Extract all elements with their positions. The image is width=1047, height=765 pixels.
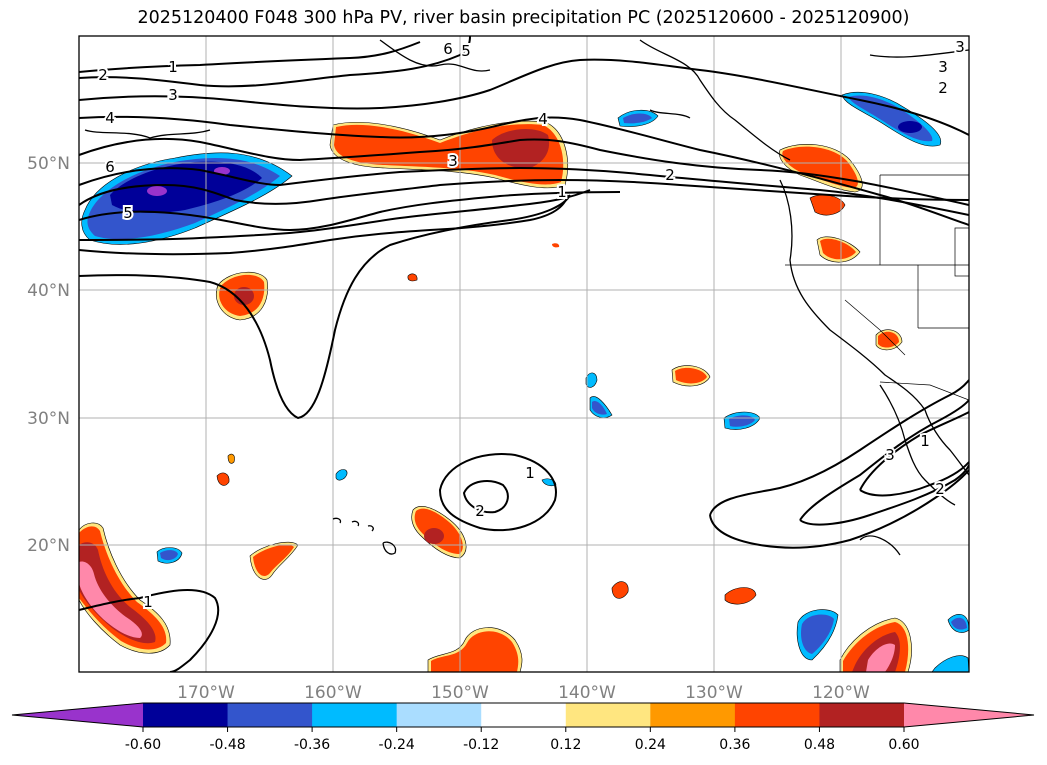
contour-label: 1 — [143, 593, 153, 611]
contour-label: 1 — [168, 58, 178, 76]
positive-anomaly-region — [79, 144, 912, 672]
contour-label: 4 — [538, 110, 548, 128]
colorbar-tick-label: -0.12 — [463, 737, 499, 753]
colorbar-tick-label: 0.48 — [804, 737, 835, 753]
contour-label: 1 — [920, 432, 930, 450]
lon-tick-label: 150°W — [431, 683, 489, 703]
contour-label: 1 — [525, 464, 535, 482]
lon-tick-label: 120°W — [812, 683, 870, 703]
precip-fill-layer — [79, 92, 969, 672]
contour-label: 3 — [955, 38, 965, 56]
lat-tick-label: 40°N — [27, 281, 70, 301]
contour-label: 5 — [123, 204, 133, 222]
colorbar-segment — [565, 703, 651, 727]
contour-label: 1 — [557, 183, 567, 201]
colorbar-tick-label: 0.36 — [719, 737, 750, 753]
contour-label: 6 — [443, 40, 453, 58]
colorbar: -0.60 -0.48 -0.36 -0.24 -0.12 0.12 0.24 0.36 0.4… — [11, 702, 1035, 753]
contour-label: 2 — [98, 66, 108, 84]
colorbar-tick-label: -0.36 — [294, 737, 330, 753]
contour-label: 2 — [475, 502, 485, 520]
colorbar-tick-label: 0.12 — [550, 737, 581, 753]
lat-axis: 50°N 40°N 30°N 20°N — [27, 154, 70, 556]
plot-title: 2025120400 F048 300 hPa PV, river basin … — [137, 8, 910, 28]
contour-label: 2 — [938, 79, 948, 97]
lat-tick-label: 20°N — [27, 536, 70, 556]
pv-contours — [79, 36, 969, 672]
colorbar-tick-label: -0.24 — [379, 737, 415, 753]
contour-label: 2 — [935, 480, 945, 498]
colorbar-tick-label: -0.60 — [125, 737, 161, 753]
contour-label: 6 — [105, 158, 115, 176]
lon-tick-label: 130°W — [685, 683, 743, 703]
contour-labels: 2 1 3 4 6 5 6 5 4 3 2 1 3 2 1 2 1 3 1 2 … — [96, 36, 967, 613]
colorbar-extend-max — [904, 703, 1034, 727]
positive-anomaly-region — [216, 272, 268, 321]
lon-tick-label: 170°W — [177, 683, 235, 703]
colorbar-extend-min — [12, 703, 143, 727]
negative-anomaly-region — [841, 92, 942, 147]
map-frame — [78, 35, 970, 673]
coastlines — [84, 39, 969, 556]
colorbar-segment — [143, 703, 229, 727]
colorbar-tick-label: -0.48 — [209, 737, 245, 753]
contour-label: 3 — [168, 86, 178, 104]
lat-tick-label: 50°N — [27, 154, 70, 174]
lat-tick-label: 30°N — [27, 409, 70, 429]
colorbar-segment — [312, 703, 398, 727]
contour-label: 5 — [461, 42, 471, 60]
colorbar-segment — [819, 703, 905, 727]
colorbar-segment — [227, 703, 313, 727]
colorbar-segment — [650, 703, 736, 727]
lon-axis: 170°W 160°W 150°W 140°W 130°W 120°W — [177, 683, 870, 703]
lon-tick-label: 160°W — [304, 683, 362, 703]
colorbar-tick-label: 0.60 — [888, 737, 919, 753]
contour-label: 2 — [665, 166, 675, 184]
colorbar-segment — [734, 703, 820, 727]
contour-label: 3 — [448, 152, 458, 170]
colorbar-segment — [481, 703, 567, 727]
contour-label: 4 — [105, 109, 115, 127]
country-borders — [785, 174, 969, 401]
colorbar-tick-label: 0.24 — [635, 737, 666, 753]
lon-tick-label: 140°W — [558, 683, 616, 703]
contour-label: 3 — [938, 58, 948, 76]
colorbar-segment — [396, 703, 482, 727]
contour-label: 3 — [885, 446, 895, 464]
